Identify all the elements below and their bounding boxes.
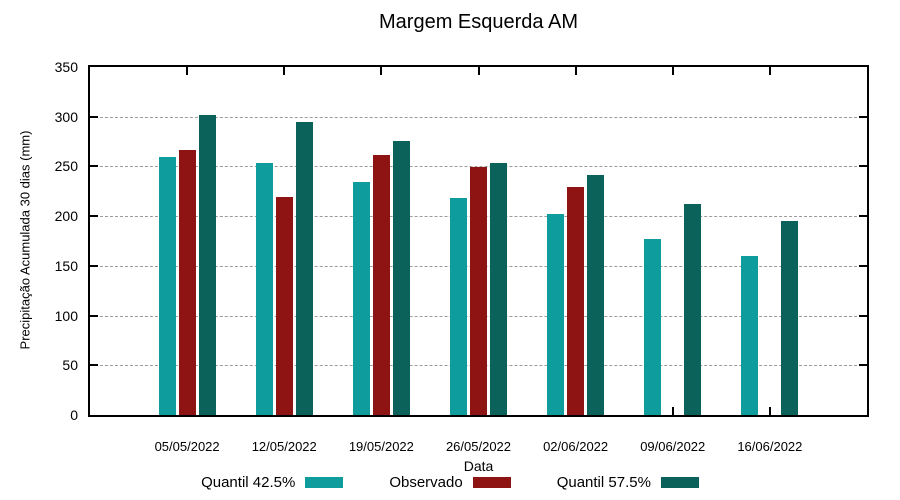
y-tick-label-50: 50 xyxy=(62,357,78,374)
chart-title: Margem Esquerda AM xyxy=(379,11,578,33)
y-tick-left-150 xyxy=(90,264,98,267)
x-tick-label-3: 26/05/2022 xyxy=(445,439,512,454)
bar-quantil-42.5--12/05/2022 xyxy=(255,163,273,415)
x-tick-top-0 xyxy=(186,67,189,75)
y-tick-right-150 xyxy=(859,264,867,267)
x-tick-label-6: 16/06/2022 xyxy=(737,439,803,454)
bar-observado-05/05/2022 xyxy=(178,149,196,415)
bar-quantil-42.5--16/06/2022 xyxy=(741,255,759,415)
gridline-250 xyxy=(90,166,867,168)
y-tick-right-250 xyxy=(859,165,867,168)
y-tick-right-100 xyxy=(859,314,867,317)
x-tick-top-4 xyxy=(574,67,577,75)
x-tick-label-2: 19/05/2022 xyxy=(348,439,414,454)
x-axis-label: Data xyxy=(463,458,494,474)
bar-quantil-42.5--26/05/2022 xyxy=(450,198,467,415)
y-tick-label-200: 200 xyxy=(54,208,78,225)
bar-observado-02/06/2022 xyxy=(567,187,585,415)
x-tick-label-5: 09/06/2022 xyxy=(640,439,706,454)
x-tick-top-3 xyxy=(477,67,480,75)
x-tick-top-6 xyxy=(768,67,771,75)
bar-quantil-57.5--09/06/2022 xyxy=(684,204,702,415)
legend: Quantil 42.5% Observado Quantil 57.5% xyxy=(0,474,900,491)
legend-entry: Observado xyxy=(389,474,511,491)
bar-quantil-57.5--26/05/2022 xyxy=(490,163,507,415)
y-tick-label-250: 250 xyxy=(54,158,78,175)
legend-label: Quantil 57.5% xyxy=(556,474,651,491)
x-tick-bottom-5 xyxy=(671,407,674,415)
y-tick-label-300: 300 xyxy=(54,108,78,125)
bar-quantil-42.5--05/05/2022 xyxy=(158,156,176,415)
y-tick-right-50 xyxy=(859,364,867,367)
bar-quantil-42.5--02/06/2022 xyxy=(547,214,565,415)
bar-observado-19/05/2022 xyxy=(372,154,390,415)
y-tick-label-0: 0 xyxy=(70,407,78,423)
bar-quantil-57.5--05/05/2022 xyxy=(198,114,216,415)
y-tick-left-100 xyxy=(90,314,98,317)
x-tick-top-5 xyxy=(671,67,674,75)
bar-quantil-42.5--09/06/2022 xyxy=(644,239,662,415)
y-tick-label-350: 350 xyxy=(54,59,78,75)
bar-quantil-42.5--19/05/2022 xyxy=(352,182,370,415)
y-tick-left-200 xyxy=(90,215,98,218)
legend-swatch xyxy=(660,477,699,488)
legend-label: Observado xyxy=(389,474,463,491)
bar-observado-12/05/2022 xyxy=(275,197,293,415)
y-tick-left-300 xyxy=(90,115,98,118)
x-tick-label-1: 12/05/2022 xyxy=(251,439,317,454)
bar-quantil-57.5--02/06/2022 xyxy=(587,175,605,415)
legend-swatch xyxy=(305,477,344,488)
legend-swatch xyxy=(472,477,511,488)
plot-area xyxy=(88,65,869,417)
y-tick-label-100: 100 xyxy=(54,307,78,324)
legend-label: Quantil 42.5% xyxy=(201,474,296,491)
bar-quantil-57.5--19/05/2022 xyxy=(392,140,410,415)
y-tick-left-50 xyxy=(90,364,98,367)
y-tick-right-300 xyxy=(859,115,867,118)
y-tick-right-200 xyxy=(859,215,867,218)
gridline-300 xyxy=(90,116,867,118)
bar-quantil-57.5--12/05/2022 xyxy=(295,121,313,415)
legend-entry: Quantil 42.5% xyxy=(201,474,344,491)
y-tick-label-150: 150 xyxy=(54,257,78,274)
x-tick-label-4: 02/06/2022 xyxy=(543,439,609,454)
x-tick-top-1 xyxy=(283,67,286,75)
x-tick-bottom-6 xyxy=(768,407,771,415)
bar-observado-26/05/2022 xyxy=(470,167,487,415)
legend-entry: Quantil 57.5% xyxy=(557,474,699,491)
y-tick-left-250 xyxy=(90,165,98,168)
bar-quantil-57.5--16/06/2022 xyxy=(781,221,799,415)
x-tick-label-0: 05/05/2022 xyxy=(154,439,220,454)
x-tick-top-2 xyxy=(380,67,383,75)
